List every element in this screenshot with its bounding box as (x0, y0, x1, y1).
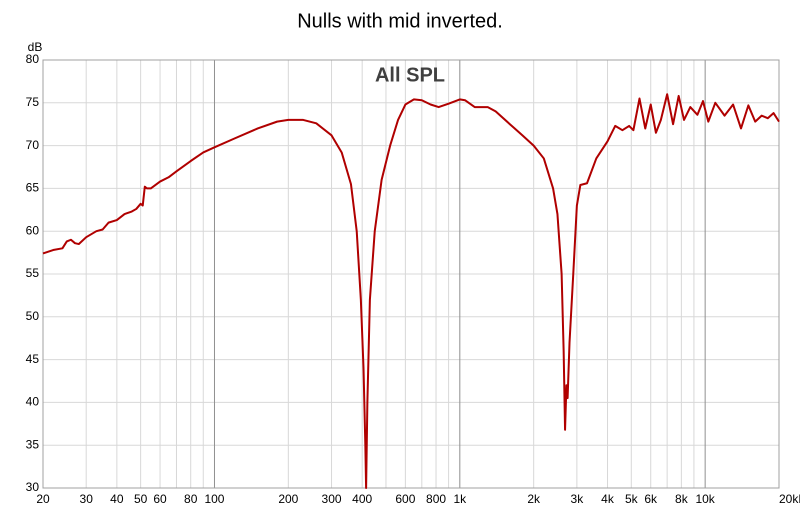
x-tick-label: 100 (204, 492, 224, 506)
x-tick-label: 1k (453, 492, 467, 506)
y-tick-label: 75 (26, 95, 40, 109)
x-tick-label: 10k (695, 492, 715, 506)
x-tick-label: 8k (675, 492, 689, 506)
x-tick-label: 20 (36, 492, 50, 506)
x-tick-label: 3k (571, 492, 585, 506)
y-tick-label: 70 (26, 138, 40, 152)
x-tick-label: 200 (278, 492, 298, 506)
x-tick-label: 60 (153, 492, 167, 506)
y-tick-label: 35 (26, 437, 40, 451)
x-tick-label: 800 (426, 492, 446, 506)
y-tick-label: 30 (26, 480, 40, 494)
x-tick-label: 50 (134, 492, 148, 506)
x-tick-label: 6k (644, 492, 658, 506)
x-tick-label: 40 (110, 492, 124, 506)
plot-border (42, 59, 780, 489)
y-tick-label: 45 (26, 352, 40, 366)
y-tick-label: 40 (26, 395, 40, 409)
y-tick-label: 65 (26, 181, 40, 195)
x-tick-label: 4k (601, 492, 615, 506)
x-tick-label: 30 (80, 492, 94, 506)
chart-title: Nulls with mid inverted. (297, 10, 503, 32)
annotation: All SPL (375, 64, 445, 86)
x-tick-label: 20kHz (779, 492, 800, 506)
y-tick-label: 80 (26, 52, 40, 66)
x-tick-label: 400 (352, 492, 372, 506)
series-line (42, 93, 780, 489)
x-tick-label: 600 (395, 492, 415, 506)
x-tick-label: 5k (625, 492, 639, 506)
x-tick-label: 80 (184, 492, 198, 506)
x-tick-label: 2k (527, 492, 541, 506)
y-tick-label: 50 (26, 309, 40, 323)
y-tick-label: 60 (26, 223, 40, 237)
x-tick-label: 300 (322, 492, 342, 506)
y-tick-label: 55 (26, 266, 40, 280)
y-axis-label: dB (28, 40, 43, 54)
